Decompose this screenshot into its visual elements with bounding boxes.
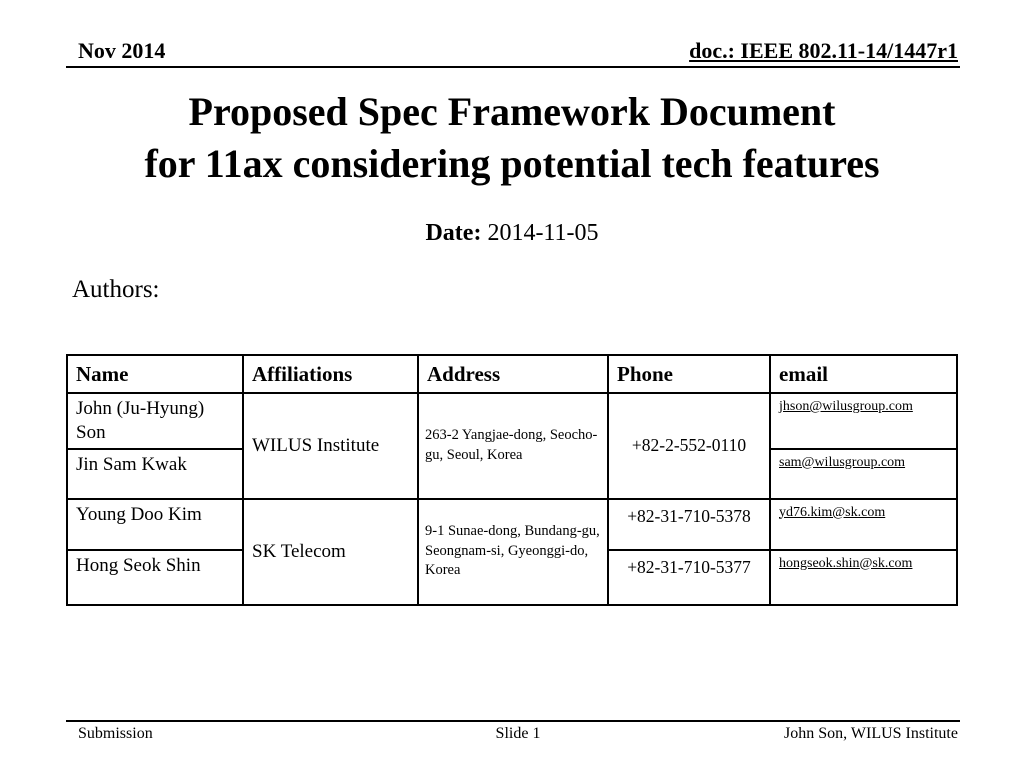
col-header-email: email: [769, 354, 958, 394]
table-row: Hong Seok Shin +82-31-710-5377 hongseok.…: [66, 548, 958, 606]
author-affiliation: WILUS Institute: [242, 392, 419, 500]
table-header-row: Name Affiliations Address Phone email: [66, 354, 958, 394]
slide-footer: Submission Slide 1 John Son, WILUS Insti…: [66, 720, 960, 743]
table-row: Jin Sam Kwak sam@wilusgroup.com: [66, 447, 958, 500]
author-email-cell: hongseok.shin@sk.com: [769, 548, 958, 606]
author-email-cell: sam@wilusgroup.com: [769, 447, 958, 500]
table-row: John (Ju-Hyung) Son WILUS Institute 263-…: [66, 392, 958, 500]
date-line: Date: 2014-11-05: [0, 220, 1024, 247]
col-header-phone: Phone: [607, 354, 771, 394]
author-email-cell: jhson@wilusgroup.com: [769, 392, 958, 450]
slide-title: Proposed Spec Framework Document for 11a…: [0, 86, 1024, 190]
header-date: Nov 2014: [78, 38, 166, 63]
authors-label: Authors:: [72, 276, 160, 303]
date-label: Date:: [425, 220, 482, 246]
author-email-cell: yd76.kim@sk.com: [769, 497, 958, 551]
footer-submission: Submission: [78, 725, 153, 742]
author-phone: +82-2-552-0110: [607, 392, 771, 500]
authors-table: Name Affiliations Address Phone email Jo…: [66, 354, 958, 606]
author-name: Hong Seok Shin: [66, 548, 244, 606]
col-header-affiliations: Affiliations: [242, 354, 419, 394]
author-address: 263-2 Yangjae-dong, Seocho-gu, Seoul, Ko…: [417, 392, 609, 500]
slide-title-line1: Proposed Spec Framework Document: [188, 89, 836, 134]
author-phone: +82-31-710-5377: [607, 548, 771, 606]
slide-title-line2: for 11ax considering potential tech feat…: [144, 141, 880, 186]
header-doc-number: doc.: IEEE 802.11-14/1447r1: [689, 38, 958, 63]
slide-header: Nov 2014 doc.: IEEE 802.11-14/1447r1: [66, 34, 960, 68]
footer-author: John Son, WILUS Institute: [784, 725, 958, 742]
author-name: Young Doo Kim: [66, 497, 244, 551]
email-link[interactable]: yd76.kim@sk.com: [779, 504, 886, 520]
col-header-address: Address: [417, 354, 609, 394]
author-name: Jin Sam Kwak: [66, 447, 244, 500]
author-phone: +82-31-710-5378: [607, 497, 771, 551]
author-affiliation: SK Telecom: [242, 497, 419, 606]
email-link[interactable]: jhson@wilusgroup.com: [779, 399, 913, 414]
table-row: Young Doo Kim SK Telecom 9-1 Sunae-dong,…: [66, 497, 958, 606]
date-value: 2014-11-05: [487, 220, 599, 246]
email-link[interactable]: hongseok.shin@sk.com: [779, 555, 913, 571]
author-address: 9-1 Sunae-dong, Bundang-gu, Seongnam-si,…: [417, 497, 609, 606]
footer-slide-number: Slide 1: [495, 725, 541, 742]
author-name: John (Ju-Hyung) Son: [66, 392, 244, 450]
email-link[interactable]: sam@wilusgroup.com: [779, 454, 906, 470]
col-header-name: Name: [66, 354, 244, 394]
